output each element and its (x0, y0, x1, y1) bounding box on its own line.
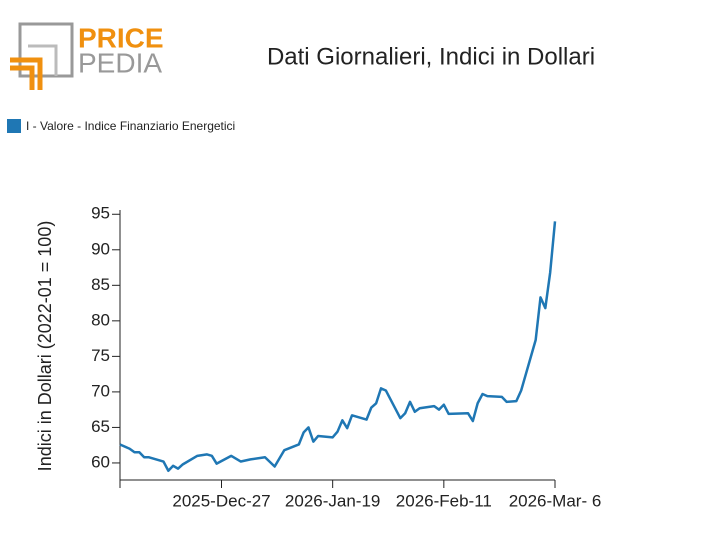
x-tick-label: 2025-Dec-27 (172, 491, 270, 510)
y-tick-label: 80 (91, 310, 110, 329)
legend-label: I - Valore - Indice Finanziario Energeti… (26, 119, 235, 133)
y-tick-label: 75 (91, 346, 110, 365)
y-axis-label: Indici in Dollari (2022-01 = 100) (35, 221, 55, 472)
line (119, 221, 557, 473)
logo-corner (10, 57, 43, 90)
legend-swatch (7, 119, 21, 133)
y-tick-label: 90 (91, 239, 110, 258)
logo-box (18, 22, 74, 78)
chart-title: Dati Giornalieri, Indici in Dollari (267, 43, 595, 70)
logo: PRICE PEDIA (10, 22, 164, 90)
y-tick-label: 85 (91, 275, 110, 294)
x-tick-label: 2026-Mar- 6 (509, 491, 602, 510)
logo-bottom: PEDIA (78, 47, 162, 78)
y-tick-label: 60 (91, 452, 110, 471)
x-tick-label: 2026-Jan-19 (285, 491, 380, 510)
y-tick-label: 65 (91, 417, 110, 436)
logo-inner (28, 44, 58, 76)
y-tick-label: 95 (91, 204, 110, 223)
y-tick-label: 70 (91, 381, 110, 400)
logo-top: PRICE (78, 22, 164, 53)
x-tick-label: 2026-Feb-11 (396, 491, 492, 510)
